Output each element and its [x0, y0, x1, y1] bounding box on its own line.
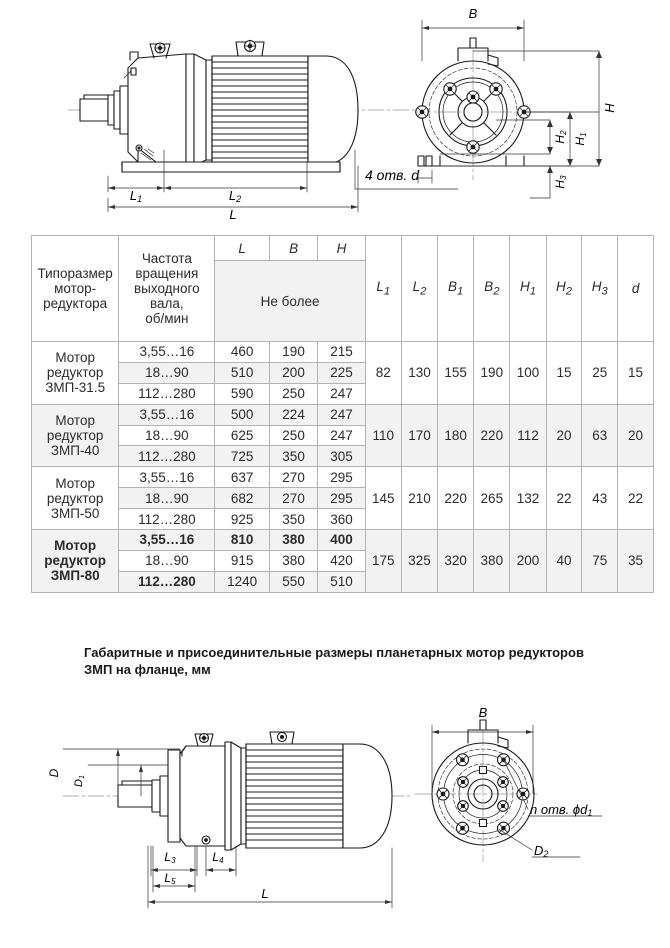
svg-text:D2: D2	[534, 843, 548, 859]
svg-text:B: B	[469, 6, 478, 21]
svg-text:H2: H2	[553, 130, 568, 144]
svg-text:H3: H3	[553, 175, 568, 189]
svg-text:B: B	[479, 705, 488, 720]
svg-text:H: H	[602, 103, 617, 113]
svg-text:H1: H1	[573, 132, 588, 145]
svg-text:n отв. ϕd1: n отв. ϕd1	[530, 802, 592, 818]
